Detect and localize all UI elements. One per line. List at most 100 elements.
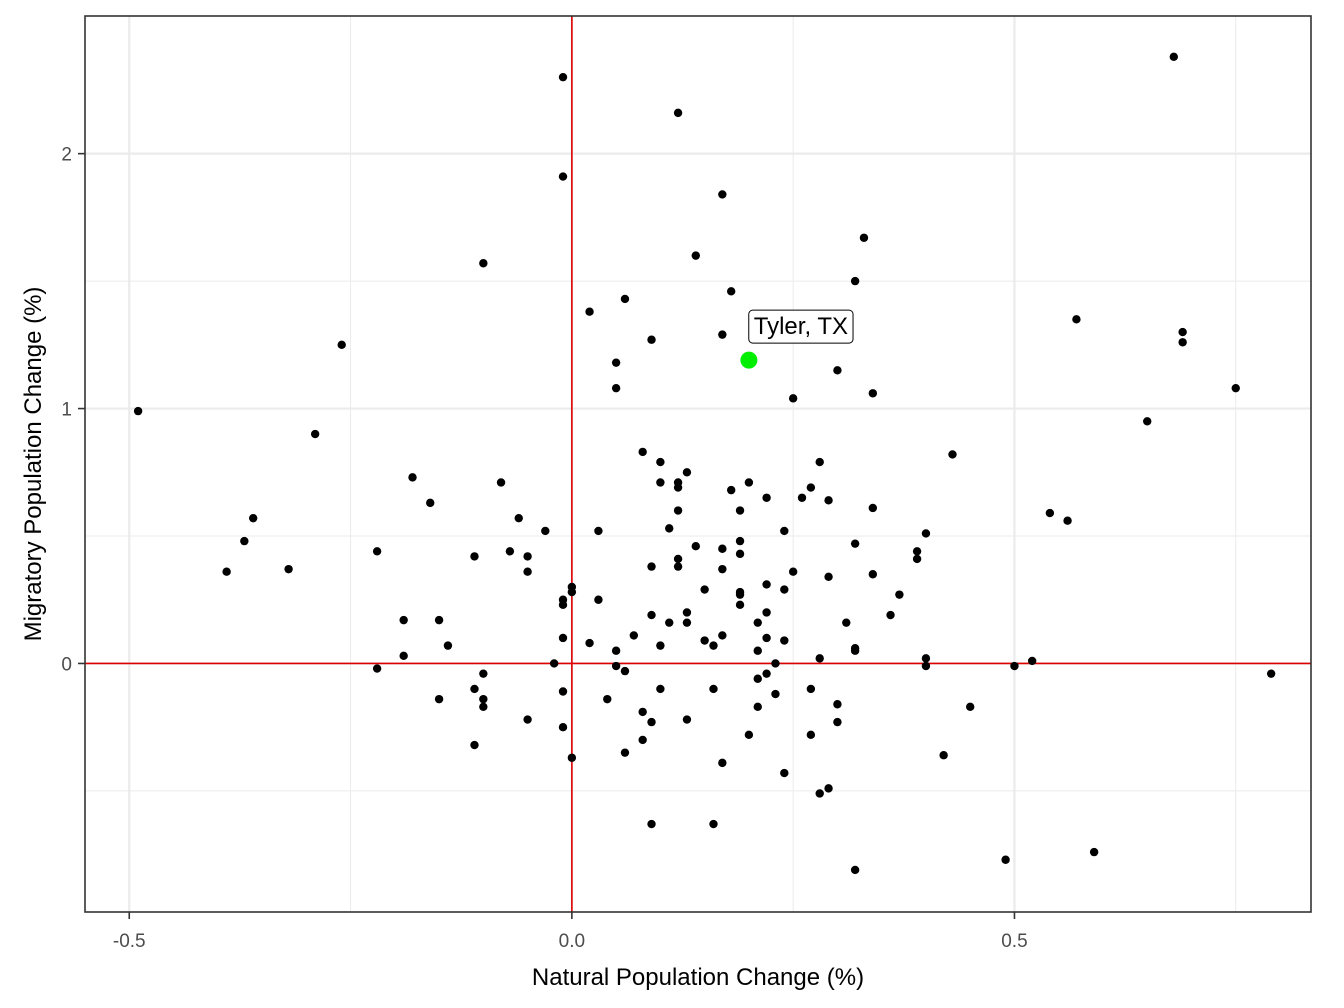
data-point: [780, 768, 789, 778]
data-point: [806, 483, 816, 492]
data-point: [868, 570, 878, 579]
data-point: [479, 259, 488, 268]
data-point: [921, 661, 931, 671]
data-point: [833, 366, 842, 375]
data-point: [594, 595, 603, 604]
data-point: [408, 473, 417, 482]
data-point: [762, 580, 771, 589]
data-point: [523, 552, 532, 561]
data-point: [594, 526, 603, 536]
data-point: [744, 478, 754, 487]
highlight-label-box: [748, 309, 854, 344]
data-point: [753, 674, 762, 683]
data-point: [850, 276, 860, 286]
data-point: [850, 539, 860, 548]
data-point: [780, 636, 789, 645]
data-point: [1072, 315, 1081, 324]
highlight-label: Tyler, TX: [754, 313, 848, 340]
data-point: [638, 447, 647, 457]
data-point: [833, 700, 842, 709]
data-point: [479, 694, 488, 704]
data-point: [735, 549, 745, 559]
data-point: [443, 641, 453, 650]
data-point: [886, 610, 895, 620]
data-point: [771, 689, 780, 699]
data-point: [735, 600, 745, 610]
data-point: [656, 641, 665, 650]
data-point: [611, 358, 621, 367]
data-point: [735, 590, 745, 599]
data-point: [709, 684, 718, 694]
data-point: [1231, 383, 1240, 393]
data-point: [567, 587, 577, 597]
y-axis-title: Migratory Population Change (%): [20, 287, 47, 642]
data-point: [1178, 327, 1187, 337]
data-point: [691, 251, 700, 260]
data-point: [248, 513, 258, 523]
data-point: [673, 108, 683, 118]
data-point: [558, 72, 568, 82]
data-point: [780, 526, 789, 536]
data-point: [868, 503, 878, 513]
data-point: [718, 190, 727, 199]
data-point: [965, 702, 975, 711]
data-point: [735, 506, 745, 515]
data-point: [753, 618, 762, 627]
data-point: [496, 478, 506, 487]
data-point: [771, 659, 780, 668]
data-point: [240, 536, 249, 546]
data-point: [665, 618, 674, 627]
data-point: [372, 664, 382, 673]
data-point: [1266, 669, 1276, 678]
data-point: [726, 485, 736, 495]
data-point: [541, 526, 550, 536]
x-tick-label: 0.5: [1001, 931, 1027, 952]
data-point: [824, 572, 833, 581]
data-point: [824, 496, 833, 505]
data-point: [434, 615, 444, 625]
data-point: [585, 638, 594, 648]
data-point: [850, 865, 860, 875]
data-point: [753, 702, 762, 711]
data-point: [700, 585, 709, 594]
data-point: [815, 789, 824, 798]
data-point: [479, 669, 488, 678]
data-point: [762, 669, 771, 678]
data-point: [1178, 338, 1187, 347]
data-point: [470, 684, 479, 694]
data-point: [788, 567, 798, 576]
data-point: [762, 608, 771, 617]
plot-border: [84, 15, 1312, 913]
data-point: [673, 554, 683, 564]
data-point: [558, 172, 568, 181]
data-point: [399, 615, 408, 625]
data-point: [558, 600, 568, 610]
data-point: [514, 513, 523, 523]
data-point: [780, 585, 789, 594]
data-point: [629, 631, 639, 640]
data-point: [656, 457, 665, 467]
data-point: [284, 564, 293, 574]
y-axis: 0 1 2: [61, 145, 85, 675]
data-point: [399, 651, 408, 661]
data-point: [620, 748, 630, 757]
data-point: [549, 659, 559, 668]
reference-lines: [85, 16, 1311, 912]
highlight-group: Tyler, TX: [740, 309, 854, 369]
data-point: [718, 544, 727, 553]
data-point: [682, 618, 692, 627]
data-point: [859, 233, 869, 242]
data-point: [709, 641, 718, 650]
data-point: [788, 394, 798, 403]
data-point: [1027, 656, 1037, 666]
data-point: [815, 654, 824, 663]
data-point: [523, 715, 532, 724]
data-point: [647, 717, 656, 727]
data-point: [912, 554, 922, 564]
data-point: [850, 646, 860, 655]
data-point: [611, 383, 621, 393]
data-point: [558, 633, 568, 643]
data-point: [735, 536, 745, 546]
data-point: [806, 684, 816, 694]
